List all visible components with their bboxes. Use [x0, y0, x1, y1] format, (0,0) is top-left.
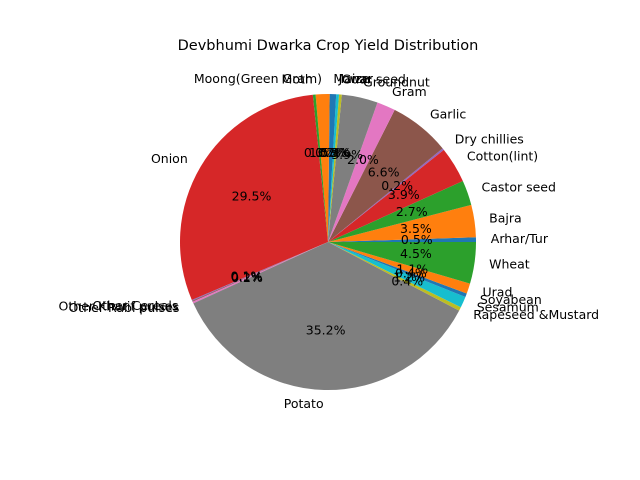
slice-percent-urad: 1.1%: [396, 261, 428, 276]
slice-label-arhar-tur: Arhar/Tur: [491, 231, 549, 246]
slice-percent-gram: 2.0%: [347, 152, 379, 167]
pie-slice-sesamum: [328, 242, 466, 308]
slice-percent-potato: 35.2%: [306, 322, 346, 337]
slice-label-other-cereals: Other Cereals: [92, 298, 178, 313]
slice-label-rapeseed-mustard: Rapeseed &Mustard: [473, 307, 599, 322]
chart-title: Devbhumi Dwarka Crop Yield Distribution: [178, 38, 479, 54]
slice-percent-soyabean: 0.4%: [395, 265, 427, 280]
slice-percent-other-cereals: 0.1%: [231, 269, 263, 284]
slice-percent-groundnut: 3.9%: [331, 147, 363, 162]
slice-percent-moong-green-gram: 1.5%: [309, 145, 341, 160]
slice-percent-bajra: 3.5%: [400, 221, 432, 236]
slice-percent-rapeseed-mustard: 0.4%: [391, 274, 423, 289]
slice-percent-castor-seed: 2.7%: [396, 204, 428, 219]
slice-label-maize: Maize: [333, 71, 369, 86]
pie-slices: [179, 94, 477, 390]
slice-label-groundnut: Groundnut: [363, 75, 430, 90]
slice-label-garlic: Garlic: [430, 107, 466, 122]
slice-label-urad: Urad: [483, 285, 513, 300]
pie-slice-castor-seed: [328, 181, 472, 242]
slice-percent-garlic: 6.6%: [368, 164, 400, 179]
pie-slice-dry-chillies: [328, 148, 444, 242]
pie-slice-urad: [328, 242, 471, 294]
pie-slice-maize: [328, 94, 337, 242]
slice-label-moth: Moth: [282, 71, 313, 86]
slice-percent-jowar: 0.3%: [318, 145, 350, 160]
slice-label-other-kharif-pulses: Other Kharif pulses: [59, 299, 179, 314]
slice-label-jowar: Jowar: [338, 71, 374, 86]
pie-slice-jowar: [328, 94, 340, 242]
pie-percent-labels: 0.5%3.5%2.7%3.9%0.2%6.6%2.0%3.9%0.3%0.3%…: [231, 145, 433, 338]
slice-percent-wheat: 4.5%: [400, 246, 432, 261]
pie-slice-other-cereals: [191, 242, 328, 301]
pie-slice-cotton-lint: [328, 149, 463, 242]
slice-label-soyabean: Soyabean: [480, 292, 542, 307]
slice-label-sesamum: Sesamum: [477, 300, 539, 315]
pie-slice-soyabean: [328, 242, 467, 297]
slice-label-dry-chillies: Dry chillies: [455, 131, 524, 146]
slice-label-bajra: Bajra: [489, 210, 522, 225]
slice-percent-moth: 0.3%: [304, 145, 336, 160]
slice-label-castor-seed: Castor seed: [482, 179, 556, 194]
pie-slice-rapeseed-mustard: [328, 242, 461, 311]
slice-label-wheat: Wheat: [489, 257, 530, 272]
slice-label-potato: Potato: [284, 396, 324, 411]
pie-slice-guar-seed: [328, 94, 342, 242]
slice-label-onion: Onion: [151, 151, 188, 166]
pie-slice-gram: [328, 102, 395, 242]
pie-slice-arhar-tur: [328, 237, 477, 242]
slice-percent-other-kharif-pulses: 0.1%: [231, 269, 263, 284]
pie-slice-moong-green-gram: [315, 94, 330, 242]
slice-percent-onion: 29.5%: [232, 188, 272, 203]
slice-label-gram: Gram: [392, 84, 427, 99]
slice-percent-sesamum: 1.2%: [393, 270, 425, 285]
slice-percent-dry-chillies: 0.2%: [381, 178, 413, 193]
pie-slice-onion: [179, 94, 328, 300]
pie-labels: Arhar/Tur Bajra Castor seed Cotton(lint) Dry…: [59, 71, 600, 411]
slice-percent-maize: 0.7%: [315, 145, 347, 160]
pie-slice-garlic: [328, 109, 443, 242]
pie-slice-moth: [312, 94, 328, 243]
slice-label-moong-green-gram: Moong(Green Gram): [194, 71, 322, 86]
pie-slice-groundnut: [328, 94, 378, 243]
slice-percent-cotton-lint: 3.9%: [388, 187, 420, 202]
pie-slice-wheat: [328, 242, 477, 284]
slice-percent-other-rabi-pulses: 0.2%: [231, 270, 263, 285]
pie-slice-bajra: [328, 204, 476, 242]
slice-percent-arhar-tur: 0.5%: [401, 232, 433, 247]
slice-label-cotton-lint: Cotton(lint): [467, 149, 538, 164]
slice-label-guar-seed: Guar seed: [342, 71, 406, 86]
slice-percent-guar-seed: 0.3%: [320, 145, 352, 160]
pie-slice-other-kharif-pulses: [192, 242, 328, 302]
pie-slice-other-rabi-pulses: [192, 242, 328, 304]
slice-label-other-rabi-pulses: Other Rabi pulses: [68, 300, 179, 315]
pie-slice-potato: [193, 242, 460, 390]
